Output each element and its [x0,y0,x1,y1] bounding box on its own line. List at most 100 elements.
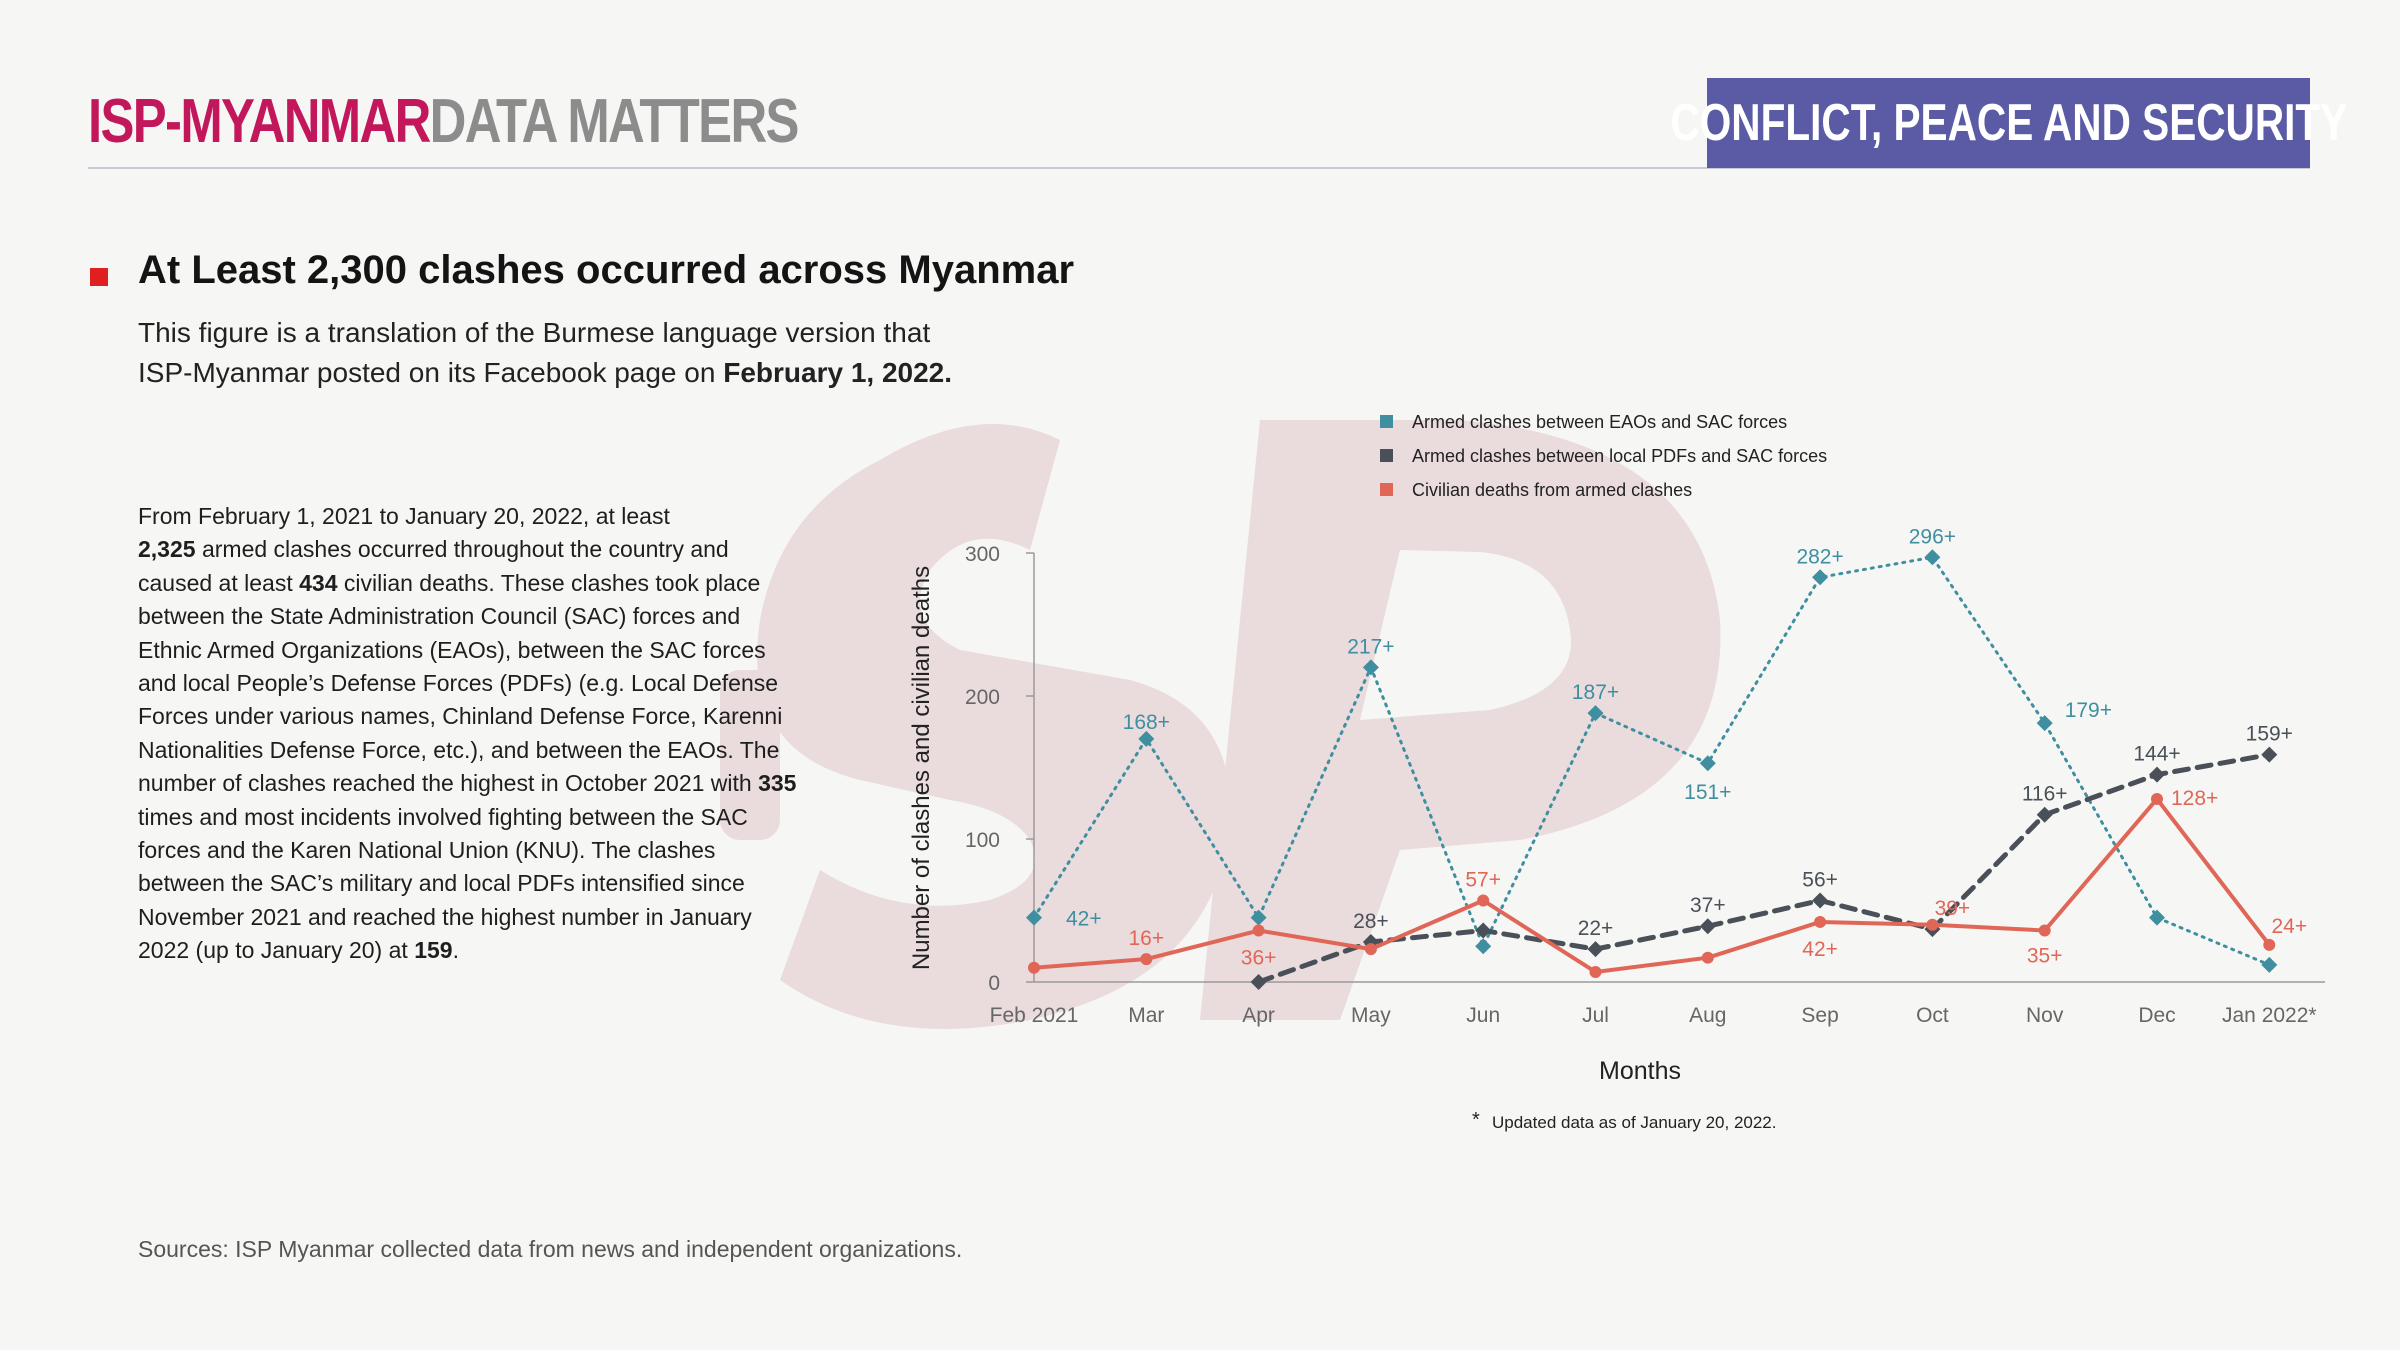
header-divider [88,167,2310,169]
legend-swatch-civ [1380,483,1393,496]
footnote-text: Updated data as of January 20, 2022. [1492,1113,1776,1132]
data-point-pdf [1475,922,1492,939]
data-label-civ: 16+ [1128,927,1164,950]
x-tick-label: May [1351,1004,1391,1027]
series-line-pdf [1256,752,2272,985]
x-tick-label: Mar [1128,1004,1164,1027]
x-axis-title: Months [1599,1057,1681,1085]
data-label-pdf: 159+ [2246,723,2293,746]
x-tick-label: Jan 2022* [2222,1004,2317,1027]
data-label-eao: 179+ [2065,699,2112,722]
legend-label-pdf: Armed clashes between local PDFs and SAC… [1412,446,1827,466]
data-point-civ [1364,943,1377,956]
data-point-civ [2263,938,2276,951]
body-p2: armed clashes occurred throughout the co… [138,536,729,596]
data-point-civ [1814,915,1827,928]
x-tick-label: Apr [1242,1004,1275,1027]
data-label-eao: 168+ [1123,711,1170,734]
headline-bullet [90,268,108,286]
legend-label-civ: Civilian deaths from armed clashes [1412,480,1692,500]
brand-secondary: DATA MATTERS [429,87,800,156]
body-n1: 2,325 [138,536,196,563]
isp-logo-watermark [720,420,1721,1029]
x-tick-label: Dec [2138,1004,2175,1027]
data-label-pdf: 37+ [1690,894,1726,917]
data-point-pdf [1699,918,1716,935]
data-point-pdf [1812,892,1829,909]
data-point-civ [1028,961,1040,974]
brand-primary: ISP-MYANMAR [88,87,431,156]
chart-footnote: * Updated data as of January 20, 2022. [1472,1109,1776,1132]
body-n4: 159 [414,937,453,964]
body-p1: From February 1, 2021 to January 20, 202… [138,503,670,529]
subtitle: This figure is a translation of the Burm… [138,313,1058,393]
data-point-civ [1701,951,1714,964]
data-label-pdf: 144+ [2133,743,2180,766]
brand-logo: ISP-MYANMARDATA MATTERS [88,86,800,157]
body-n3: 335 [758,770,797,797]
legend-swatch-eao [1380,415,1393,428]
x-tick-label: Feb 2021 [990,1004,1079,1027]
data-label-eao: 217+ [1347,635,1394,658]
data-label-civ: 35+ [2027,945,2063,968]
legend-swatch-pdf [1380,449,1393,462]
data-point-pdf [2036,806,2053,823]
x-tick-label: Oct [1916,1004,1949,1027]
chart-legend: Armed clashes between EAOs and SAC force… [1380,412,1827,500]
data-point-eao [2261,956,2278,973]
data-point-civ [1252,924,1265,937]
data-point-civ [1926,918,1939,931]
legend-label-eao: Armed clashes between EAOs and SAC force… [1412,412,1787,432]
data-label-civ: 57+ [1465,868,1501,891]
x-tick-label: Nov [2026,1004,2064,1027]
data-point-civ [2151,792,2163,805]
data-point-eao [1812,569,1829,586]
y-tick-label: 100 [965,829,1000,852]
data-label-civ: 128+ [2171,787,2218,810]
data-point-eao [1362,659,1379,676]
subtitle-date: February 1, 2022. [723,357,953,388]
data-point-civ [1589,965,1602,978]
data-label-pdf: 116+ [2022,783,2068,806]
data-point-eao [1475,938,1492,955]
x-tick-label: Jun [1466,1004,1500,1027]
series-line-civ [1032,796,2272,974]
category-badge: CONFLICT, PEACE AND SECURITY [1670,78,2347,168]
data-point-eao [2036,715,2053,732]
data-point-pdf [1587,941,1604,958]
data-label-pdf: 28+ [1353,910,1389,933]
x-tick-label: Aug [1689,1004,1726,1027]
chart-series [1026,549,2278,990]
y-tick-label: 300 [965,543,1000,566]
data-label-civ: 36+ [1241,947,1277,970]
body-p3: civilian deaths. These clashes took plac… [138,569,783,797]
data-label-pdf: 22+ [1578,917,1614,940]
subtitle-line1: This figure is a translation of the Burm… [138,317,931,348]
data-label-eao: 296+ [1909,525,1956,548]
data-point-eao [1250,909,1267,926]
data-label-civ: 24+ [2271,915,2307,938]
data-label-civ: 42+ [1802,938,1838,961]
data-point-pdf [1250,974,1267,990]
data-label-eao: 151+ [1684,781,1731,804]
data-label-pdf: 56+ [1802,868,1838,891]
headline: At Least 2,300 clashes occurred across M… [138,248,1075,292]
data-point-civ [2038,924,2051,937]
x-tick-label: Sep [1801,1004,1838,1027]
sources-note: Sources: ISP Myanmar collected data from… [138,1236,963,1262]
data-label-eao: 187+ [1572,681,1619,704]
body-paragraph: From February 1, 2021 to January 20, 202… [138,500,798,968]
chart-data-labels: 42+ 168+ 217+ 187+ 151+ 282+ 296+ 179+ 28+ 22+ 37+… [1066,525,2307,969]
data-point-eao [1587,705,1604,722]
subtitle-line2: ISP-Myanmar posted on its Facebook page … [138,357,724,388]
body-n2: 434 [299,569,338,596]
data-label-eao: 42+ [1066,908,1102,931]
data-point-civ [1477,894,1490,907]
chart-axes: 0 100 200 300 Feb 2021 Mar Apr May Jun Jul Aug Sep O… [908,543,2325,1085]
category-label: CONFLICT, PEACE AND SECURITY [1670,94,2347,152]
y-tick-label: 0 [988,972,1000,995]
body-p5: . [452,937,459,964]
x-tick-label: Jul [1582,1004,1609,1027]
data-point-pdf [2149,766,2165,783]
